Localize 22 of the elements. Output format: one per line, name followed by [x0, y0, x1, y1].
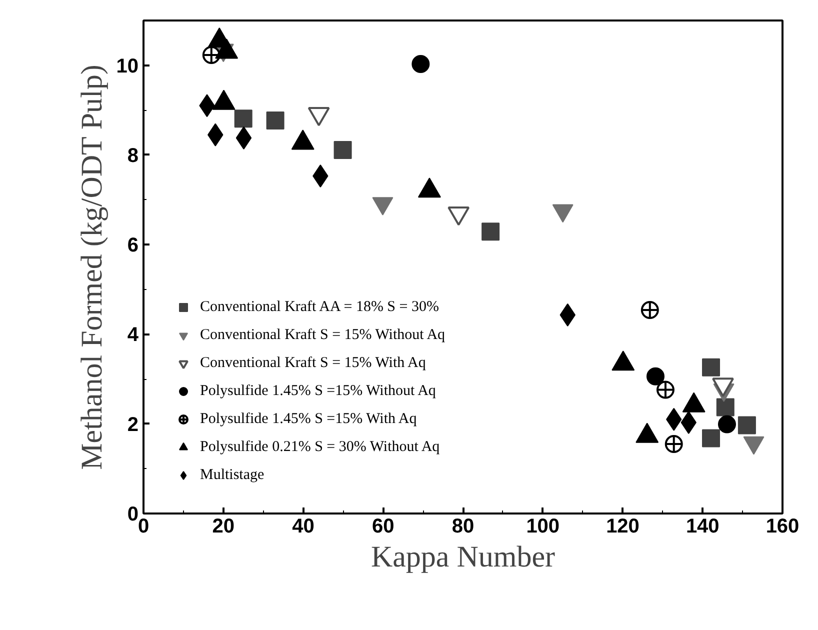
- legend-label: Conventional Kraft S = 15% With Aq: [200, 354, 426, 372]
- x-tick-label: 60: [372, 516, 394, 538]
- y-tick-label: 10: [116, 55, 139, 78]
- x-tick-label: 120: [606, 516, 640, 538]
- y-tick-label: 4: [127, 324, 140, 346]
- legend-label: Multistage: [200, 466, 264, 484]
- x-tick-label: 160: [766, 516, 800, 538]
- x-tick-label: 140: [686, 516, 720, 538]
- x-tick-label: 100: [526, 516, 560, 538]
- x-tick-label: 80: [452, 516, 474, 538]
- y-tick-label: 6: [127, 234, 138, 257]
- x-axis-title: Kappa Number: [370, 540, 556, 574]
- x-tick-label: 20: [212, 516, 234, 538]
- y-tick-label: 2: [127, 414, 138, 436]
- legend-label: Conventional Kraft AA = 18% S = 30%: [200, 298, 439, 316]
- y-axis-title: Methanol Formed (kg/ODT Pulp): [75, 64, 108, 470]
- legend-label: Polysulfide 0.21% S = 30% Without Aq: [200, 438, 440, 456]
- x-tick-label: 40: [292, 516, 314, 538]
- y-tick-label: 8: [127, 144, 138, 167]
- legend-label: Polysulfide 1.45% S =15% Without Aq: [200, 382, 436, 400]
- legend-label: Conventional Kraft S = 15% Without Aq: [200, 326, 446, 344]
- legend-label: Polysulfide 1.45% S =15% With Aq: [200, 410, 417, 428]
